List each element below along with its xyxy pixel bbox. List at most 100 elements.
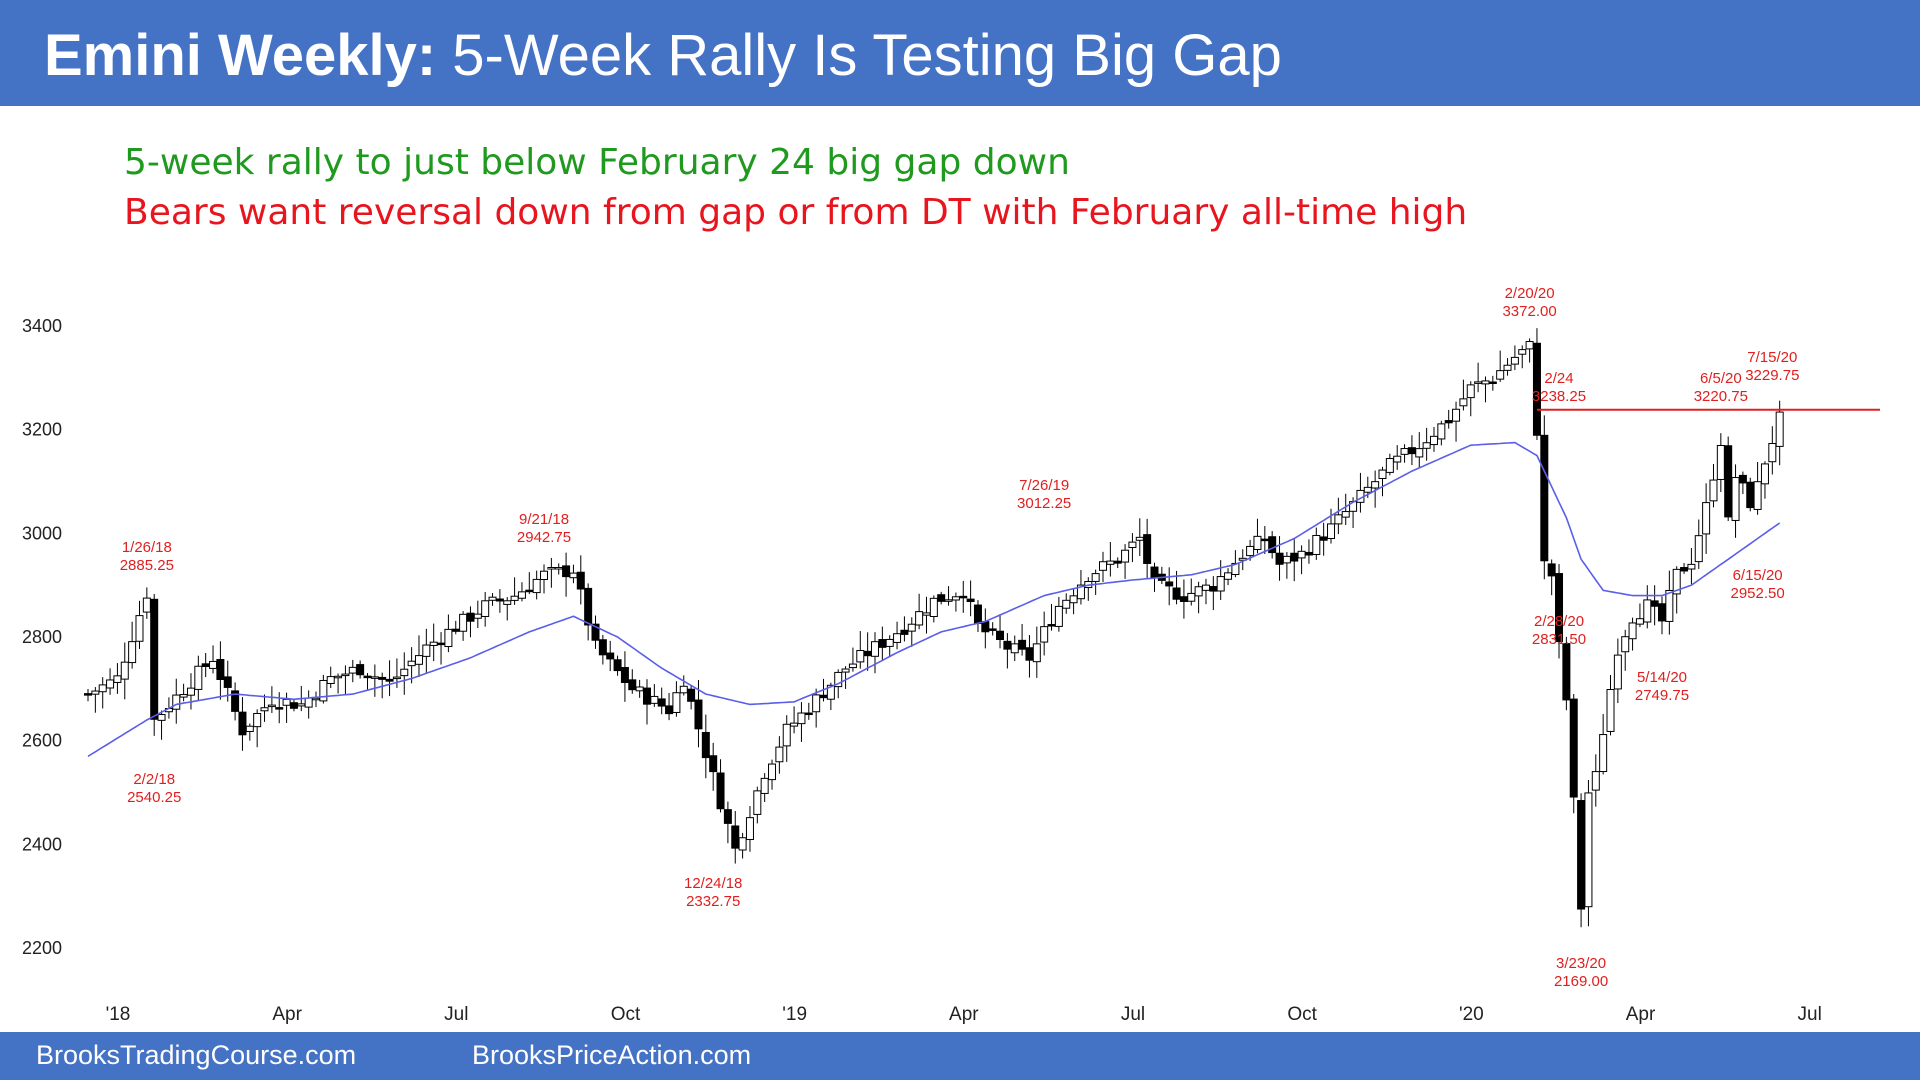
bear-candle <box>356 664 365 676</box>
bull-candle <box>1702 502 1711 535</box>
footer-bar: BrooksTradingCourse.com BrooksPriceActio… <box>0 1032 1920 1080</box>
bull-candle <box>1496 370 1505 380</box>
bull-candle <box>768 763 777 781</box>
bull-candle <box>1128 541 1137 549</box>
x-tick-label: '20 <box>1459 1004 1484 1025</box>
bear-candle <box>201 663 210 668</box>
bear-candle <box>1555 573 1564 643</box>
bull-candle <box>1628 622 1637 640</box>
x-tick-label: Oct <box>1287 1004 1317 1025</box>
bull-candle <box>907 623 916 632</box>
footer-left-link[interactable]: BrooksTradingCourse.com <box>36 1040 357 1070</box>
bear-candle <box>1275 552 1284 565</box>
bear-candle <box>378 676 387 680</box>
bear-candle <box>1260 538 1269 542</box>
bull-candle <box>1194 586 1203 597</box>
bull-candle <box>1363 486 1372 493</box>
bull-candle <box>488 596 497 601</box>
bull-candle <box>1525 341 1534 350</box>
bull-candle <box>157 714 166 721</box>
annotation-price: 2169.00 <box>1554 973 1608 990</box>
bull-candle <box>312 697 321 701</box>
moving-average-line <box>87 441 1781 757</box>
bull-candle <box>392 676 401 680</box>
bull-candle <box>672 692 681 713</box>
bull-candle <box>1643 599 1652 623</box>
annotation-price: 2885.25 <box>120 557 174 574</box>
bull-candle <box>1216 576 1225 592</box>
bull-candle <box>1584 792 1593 908</box>
bear-candle <box>981 621 990 633</box>
bull-candle <box>1415 448 1424 458</box>
bear-candle <box>1319 536 1328 541</box>
bull-candle <box>547 567 556 570</box>
bull-candle <box>635 686 644 692</box>
bear-candle <box>223 676 232 688</box>
annotation-price: 2540.25 <box>127 789 181 806</box>
bull-candle <box>481 600 490 617</box>
y-tick-label: 3200 <box>22 420 62 440</box>
y-tick-label: 2400 <box>22 834 62 854</box>
bear-candle <box>289 702 298 709</box>
bull-candle <box>1731 477 1740 521</box>
annotation-date: 6/5/20 <box>1700 370 1742 387</box>
bull-candle <box>444 628 453 648</box>
bear-candle <box>584 587 593 626</box>
bear-candle <box>1650 600 1659 607</box>
bear-candle <box>525 589 534 593</box>
bull-candle <box>885 638 894 647</box>
title-banner: Emini Weekly: 5-Week Rally Is Testing Bi… <box>0 0 1920 106</box>
annotation-price: 2952.50 <box>1730 585 1784 602</box>
x-tick-label: Jul <box>444 1004 468 1025</box>
bear-candle <box>385 678 394 682</box>
bull-candle <box>179 694 188 698</box>
bull-candle <box>304 697 313 708</box>
bear-candle <box>628 679 637 691</box>
bear-candle <box>665 705 674 715</box>
bear-candle <box>1150 566 1159 579</box>
bull-candle <box>326 676 335 684</box>
bear-candle <box>1540 434 1549 562</box>
bull-candle <box>790 722 799 727</box>
bear-candle <box>495 598 504 602</box>
bull-candle <box>400 668 409 677</box>
bear-candle <box>613 659 622 672</box>
bull-candle <box>1076 584 1085 600</box>
bull-candle <box>1716 444 1725 480</box>
bull-candle <box>1224 572 1233 580</box>
bear-candle <box>451 628 460 632</box>
x-tick-label: '18 <box>106 1004 131 1025</box>
bull-candle <box>841 668 850 673</box>
bear-candle <box>1532 342 1541 436</box>
annotation-date: 5/14/20 <box>1637 669 1687 686</box>
bear-candle <box>1047 624 1056 627</box>
bull-candle <box>1613 654 1622 690</box>
bull-candle <box>856 650 865 663</box>
bear-candle <box>1172 587 1181 600</box>
bear-candle <box>1746 481 1755 509</box>
annotation-date: 2/28/20 <box>1534 613 1584 630</box>
bear-candle <box>988 628 997 631</box>
bear-candle <box>1577 800 1586 910</box>
footer-right-link[interactable]: BrooksPriceAction.com <box>472 1040 752 1070</box>
bull-candle <box>1768 443 1777 463</box>
annotation-date: 6/15/20 <box>1733 567 1783 584</box>
bull-candle <box>209 660 218 669</box>
bear-candle <box>863 650 872 657</box>
bear-candle <box>1209 586 1218 592</box>
bull-candle <box>1010 643 1019 654</box>
bull-candle <box>282 698 291 706</box>
bull-candle <box>1429 435 1438 446</box>
bull-candle <box>370 676 379 679</box>
bear-candle <box>216 659 225 680</box>
bear-candle <box>606 652 615 660</box>
annotation-date: 2/24 <box>1544 370 1573 387</box>
annotation-date: 9/21/18 <box>519 511 569 528</box>
bull-candle <box>503 600 512 605</box>
x-tick-label: Oct <box>611 1004 641 1025</box>
annotation-date: 2/2/18 <box>133 771 175 788</box>
bull-candle <box>1459 398 1468 407</box>
bull-candle <box>1334 514 1343 525</box>
bull-candle <box>1452 408 1461 422</box>
x-tick-label: Jul <box>1121 1004 1145 1025</box>
